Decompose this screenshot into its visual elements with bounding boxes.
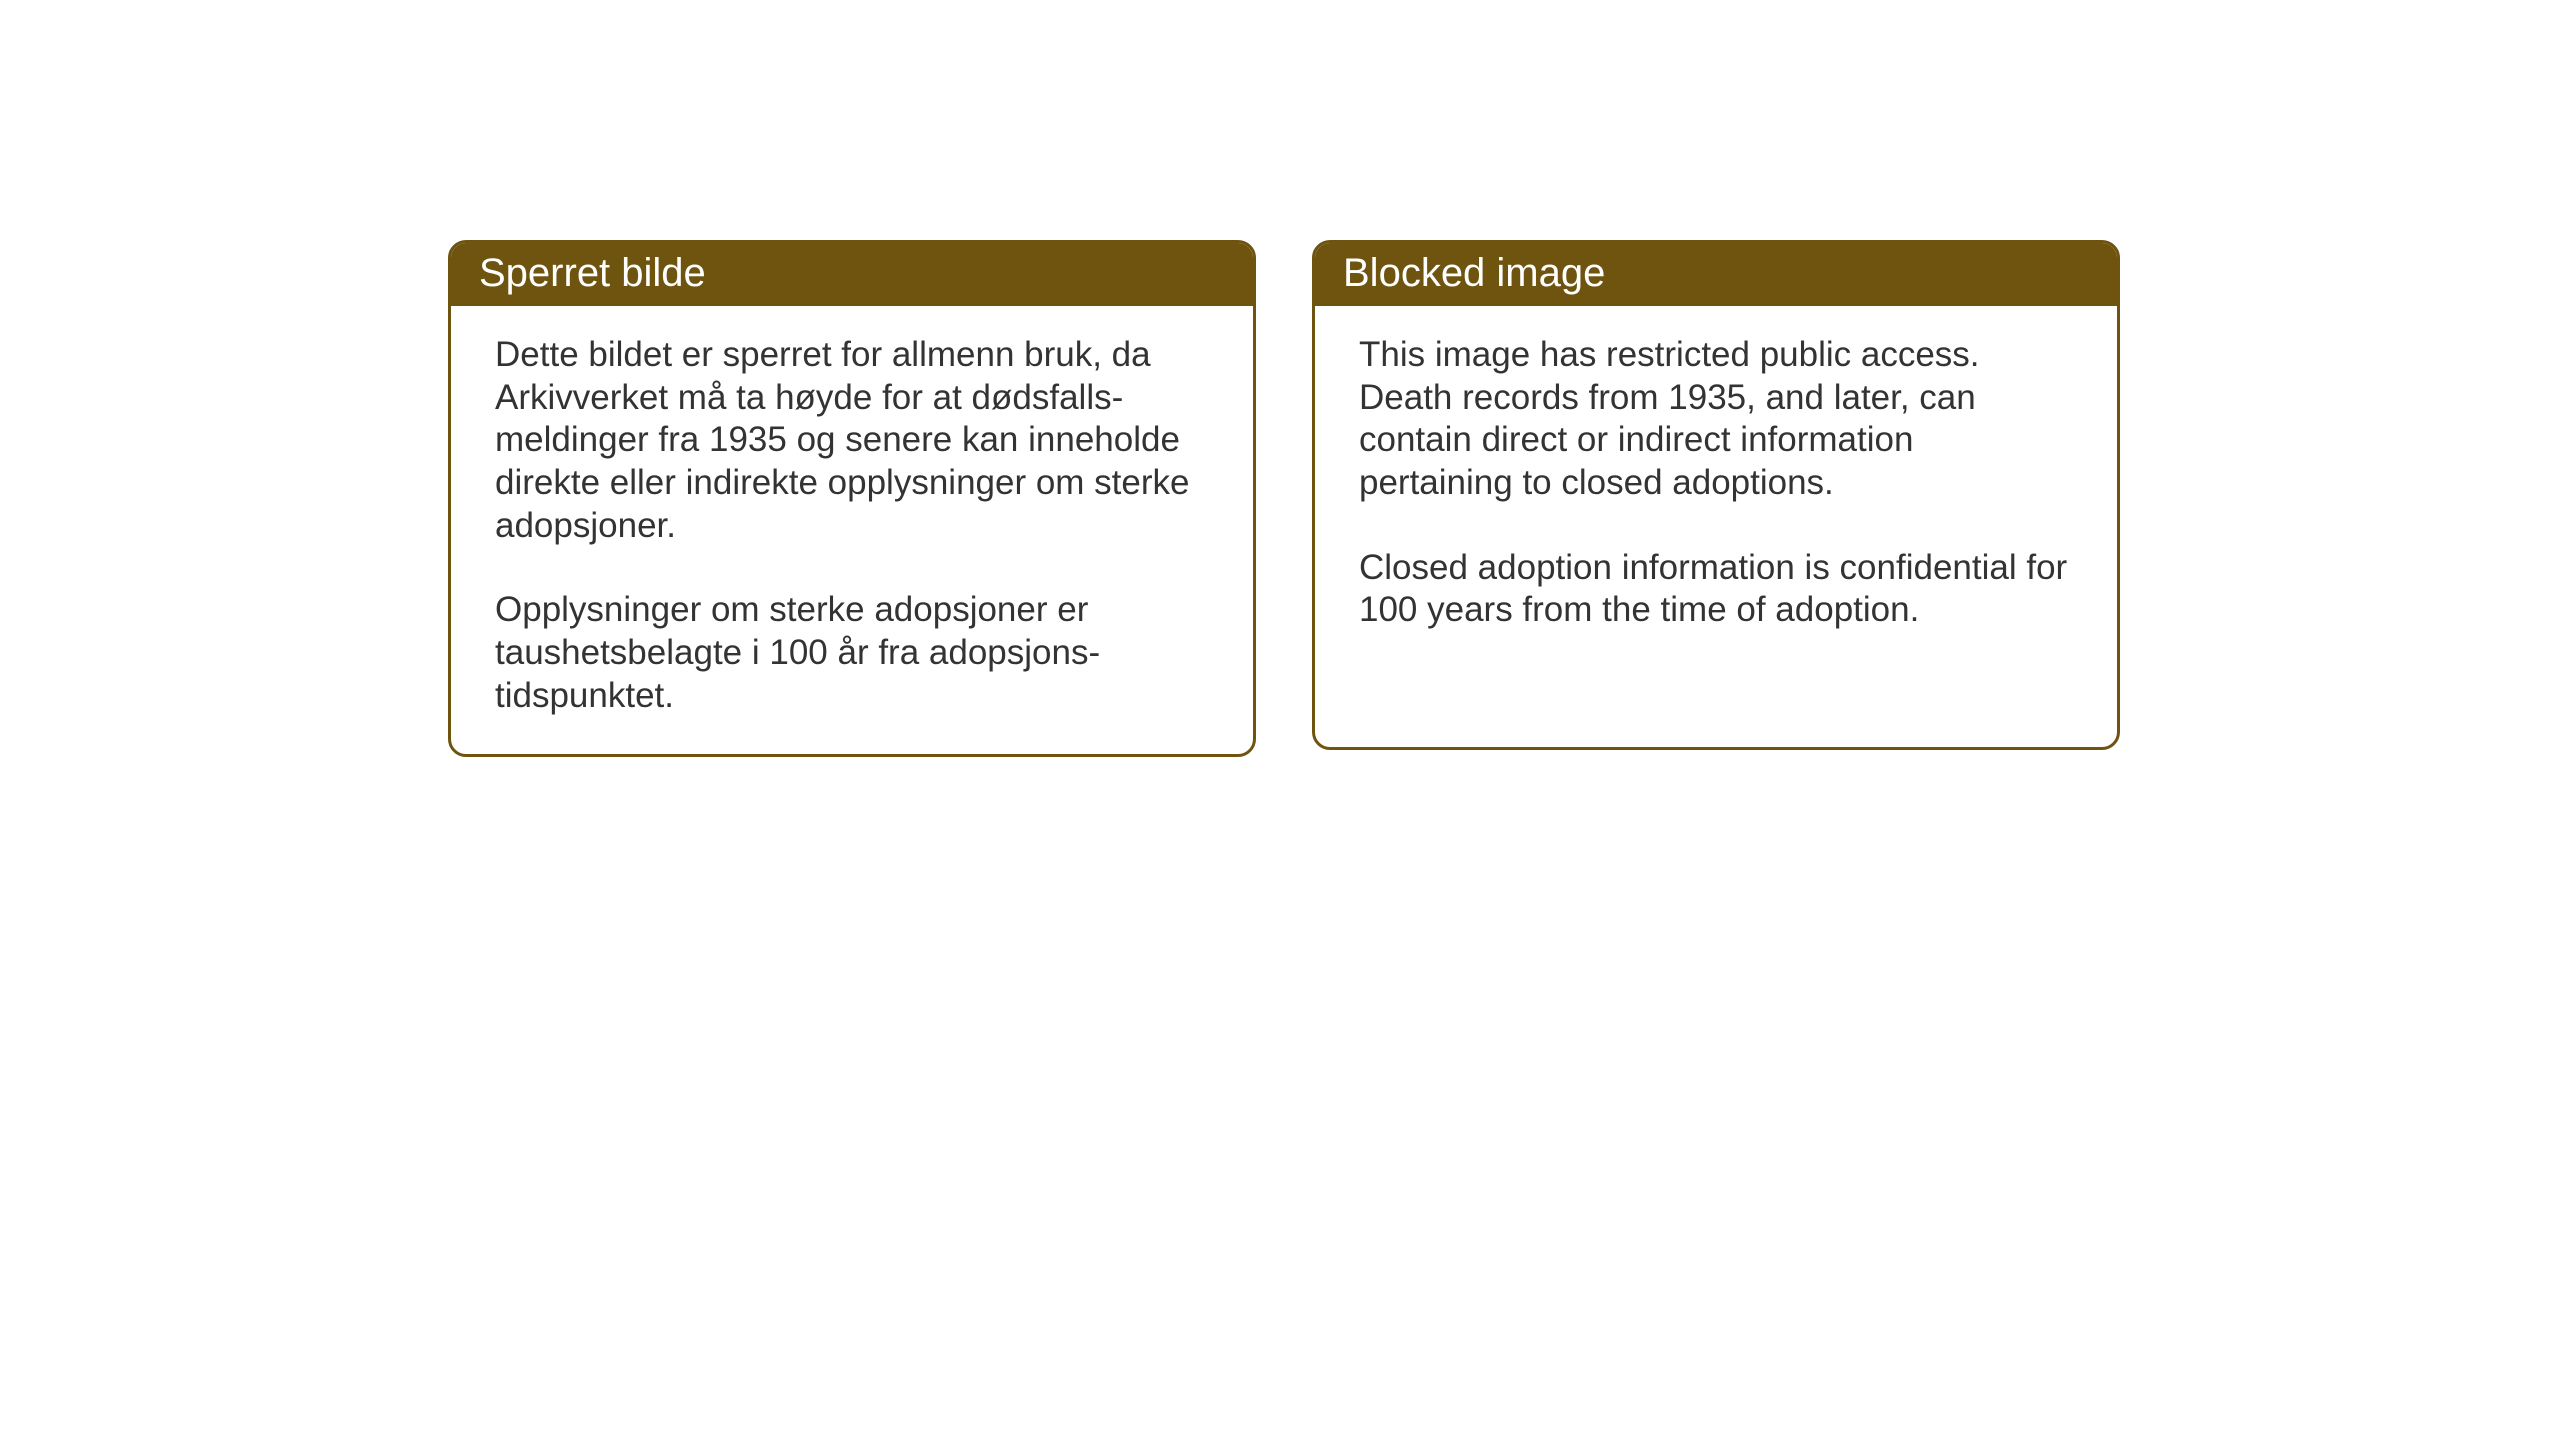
blocked-notice-card-norwegian: Sperret bilde Dette bildet er sperret fo… (448, 240, 1256, 757)
card-paragraph-1-norwegian: Dette bildet er sperret for allmenn bruk… (495, 334, 1209, 547)
card-body-english: This image has restricted public access.… (1315, 306, 2117, 668)
card-header-english: Blocked image (1315, 243, 2117, 306)
card-title-english: Blocked image (1343, 251, 1605, 295)
card-header-norwegian: Sperret bilde (451, 243, 1253, 306)
card-paragraph-2-english: Closed adoption information is confident… (1359, 547, 2073, 632)
notice-container: Sperret bilde Dette bildet er sperret fo… (0, 0, 2560, 757)
card-body-norwegian: Dette bildet er sperret for allmenn bruk… (451, 306, 1253, 754)
card-paragraph-2-norwegian: Opplysninger om sterke adopsjoner er tau… (495, 589, 1209, 717)
card-paragraph-1-english: This image has restricted public access.… (1359, 334, 2073, 505)
blocked-notice-card-english: Blocked image This image has restricted … (1312, 240, 2120, 750)
card-title-norwegian: Sperret bilde (479, 251, 706, 295)
